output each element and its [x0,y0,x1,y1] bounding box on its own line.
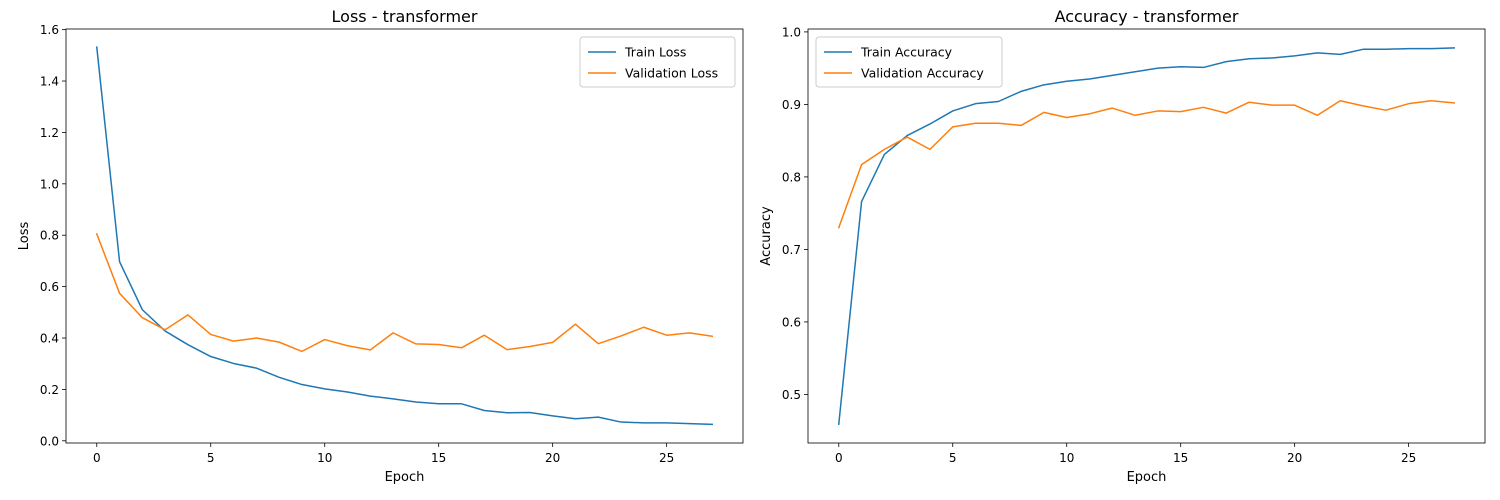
y-axis-label: Loss [17,222,32,251]
y-tick-label: 1.4 [40,75,59,89]
x-tick-label: 15 [431,451,446,465]
legend: Train Accuracy Validation Accuracy [815,36,1003,88]
legend-label: Validation Accuracy [861,66,984,81]
y-tick-label: 0.5 [782,388,801,402]
series-line-train-loss [95,46,714,426]
x-tick-label: 5 [207,451,215,465]
y-tick-label: 0.6 [40,280,59,294]
chart-1: 0 5 10 15 20 25 0.5 0.6 0.7 0.8 0.9 1.0 Accuracy - t… [759,7,1486,485]
y-tick-label: 0.8 [782,170,801,184]
chart-0: 0 5 10 15 20 25 0.0 0.2 0.4 0.6 0.8 1.0 1.2 1.4 1.6 Los… [17,7,744,485]
legend: Train Loss Validation Loss [579,36,736,88]
x-tick-label: 25 [659,451,674,465]
y-tick-label: 1.6 [40,23,59,37]
x-tick-label: 0 [93,451,101,465]
y-axis-label: Accuracy [759,206,774,266]
series-line-validation-loss [95,232,714,353]
x-tick-label: 20 [1287,451,1302,465]
y-tick-label: 0.6 [782,315,801,329]
x-tick-label: 5 [949,451,957,465]
legend-label: Train Accuracy [860,45,953,60]
y-tick-label: 0.0 [40,434,59,448]
legend-box [815,36,1003,88]
x-tick-label: 10 [1059,451,1074,465]
x-tick-label: 20 [545,451,560,465]
x-axis-label: Epoch [1127,470,1167,485]
x-tick-label: 25 [1401,451,1416,465]
chart-title: Loss - transformer [332,7,478,26]
y-tick-label: 0.8 [40,229,59,243]
x-axis-label: Epoch [385,470,425,485]
y-tick-label: 0.4 [40,332,59,346]
y-tick-label: 0.2 [40,383,59,397]
series-line-train-accuracy [837,47,1456,425]
chart-title: Accuracy - transformer [1055,7,1239,26]
axes-frame [65,28,744,444]
legend-box [579,36,736,88]
axes-frame [807,28,1486,444]
legend-label: Train Loss [624,45,686,60]
y-tick-label: 1.2 [40,126,59,140]
x-tick-label: 0 [835,451,843,465]
y-tick-label: 0.7 [782,243,801,257]
legend-label: Validation Loss [625,66,718,81]
x-tick-label: 10 [317,451,332,465]
y-tick-label: 1.0 [782,25,801,39]
y-tick-label: 0.9 [782,98,801,112]
y-tick-label: 1.0 [40,177,59,191]
series-line-validation-accuracy [837,100,1456,229]
x-tick-label: 15 [1173,451,1188,465]
